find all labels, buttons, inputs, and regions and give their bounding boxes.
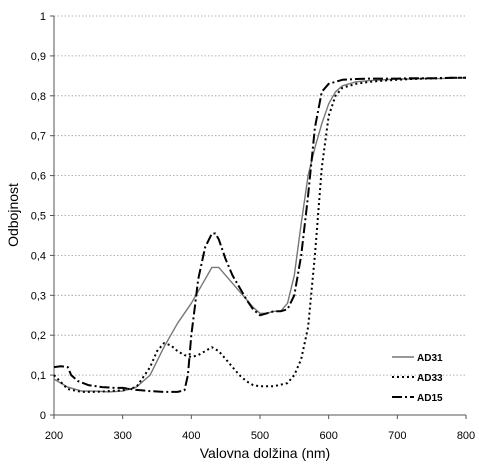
series-line-ad15	[53, 76, 466, 393]
y-tick-label: 0,6	[31, 171, 46, 183]
y-tick-label: 0,5	[31, 211, 46, 223]
tick-labels: 0 0,1 0,2 0,3 0,4 0,5 0,6 0,7 0,8 0,9 1 200 300 400 50…	[31, 11, 475, 442]
y-tick-label: 0,8	[31, 91, 46, 103]
y-tick-label: 0,4	[31, 250, 46, 262]
series-line-ad31	[53, 77, 467, 393]
series-line-ad33	[53, 76, 466, 393]
x-tick-label: 700	[388, 430, 406, 442]
x-tick-label: 500	[251, 430, 269, 442]
legend-label-ad33: AD33	[417, 373, 443, 384]
legend: AD31 AD33 AD15	[392, 353, 443, 404]
x-axis-title: Valovna dolžina (nm)	[200, 445, 330, 461]
legend-label-ad15: AD15	[417, 393, 443, 404]
series-lines	[53, 76, 467, 393]
y-tick-label: 1	[40, 11, 46, 23]
x-tick-label: 300	[113, 430, 131, 442]
legend-label-ad31: AD31	[417, 353, 443, 364]
y-axis-title: Odbojnost	[5, 183, 21, 247]
y-tick-label: 0,2	[31, 330, 46, 342]
plot-frame	[50, 15, 467, 419]
y-tick-label: 0,3	[31, 290, 46, 302]
y-tick-label: 0,9	[31, 51, 46, 63]
x-tick-label: 200	[45, 430, 63, 442]
y-tick-label: 0,7	[31, 131, 46, 143]
x-tick-label: 800	[457, 430, 475, 442]
x-tick-label: 600	[319, 430, 337, 442]
y-tick-label: 0	[40, 410, 46, 422]
gridlines	[54, 15, 466, 376]
y-tick-label: 0,1	[31, 370, 46, 382]
x-tick-label: 400	[182, 430, 200, 442]
